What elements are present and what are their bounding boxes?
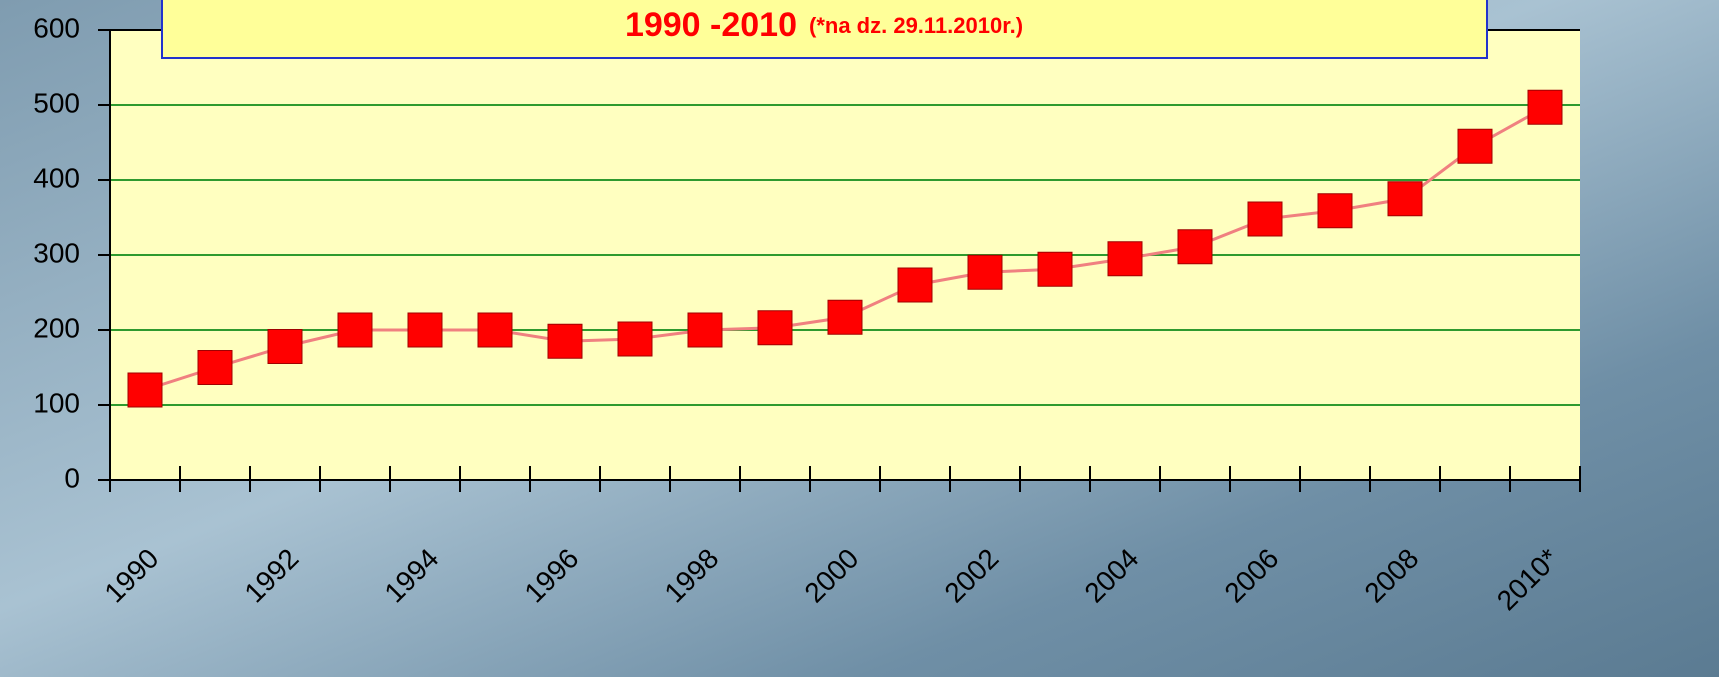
marker bbox=[477, 312, 513, 348]
marker bbox=[1037, 251, 1073, 287]
y-tick-label: 400 bbox=[33, 162, 80, 193]
marker bbox=[337, 312, 373, 348]
marker bbox=[1387, 181, 1423, 217]
marker bbox=[197, 350, 233, 385]
marker bbox=[267, 329, 303, 364]
marker bbox=[897, 267, 933, 303]
y-tick-label: 500 bbox=[33, 87, 80, 118]
y-tick-label: 300 bbox=[33, 237, 80, 268]
marker bbox=[1527, 89, 1563, 125]
marker bbox=[547, 323, 583, 359]
marker bbox=[617, 321, 653, 357]
marker bbox=[1107, 241, 1143, 277]
marker bbox=[827, 299, 863, 335]
marker bbox=[1177, 229, 1213, 265]
title-box bbox=[161, 0, 1488, 59]
marker bbox=[127, 372, 163, 408]
y-tick-label: 0 bbox=[64, 462, 80, 493]
marker bbox=[967, 254, 1003, 290]
chart-title: 1990 -2010 (*na dz. 29.11.2010r.) bbox=[625, 6, 1023, 44]
title-main: 1990 -2010 bbox=[625, 6, 797, 44]
marker bbox=[1317, 193, 1353, 229]
y-tick-label: 100 bbox=[33, 387, 80, 418]
marker bbox=[687, 312, 723, 348]
marker bbox=[757, 310, 793, 346]
marker bbox=[407, 312, 443, 348]
y-tick-label: 600 bbox=[33, 12, 80, 43]
marker bbox=[1247, 201, 1283, 237]
y-tick-label: 200 bbox=[33, 312, 80, 343]
marker bbox=[1457, 128, 1493, 164]
subtitle: (*na dz. 29.11.2010r.) bbox=[809, 13, 1023, 38]
